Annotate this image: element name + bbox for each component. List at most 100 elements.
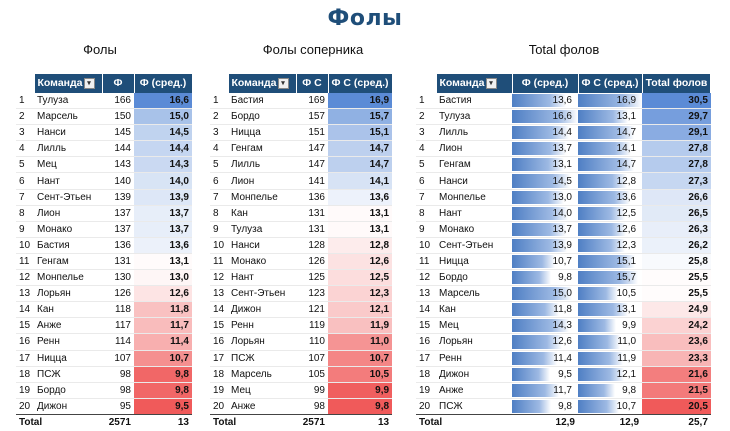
column-header-fouls-avg[interactable]: Ф (сред.) bbox=[512, 74, 579, 93]
opp-fouls-avg-bar: 13,1 bbox=[578, 302, 642, 318]
filter-dropdown-icon[interactable]: ▾ bbox=[485, 77, 497, 89]
table-row[interactable]: 17 ПСЖ 107 10,7 bbox=[210, 350, 393, 367]
filter-dropdown-icon[interactable]: ▾ bbox=[83, 77, 95, 89]
table-row[interactable]: 1 Бастия 169 16,9 bbox=[210, 93, 393, 109]
row-rank: 19 bbox=[213, 384, 225, 396]
table-row[interactable]: 5 Генгам 13,1 14,7 27,8 bbox=[416, 156, 711, 173]
opp-fouls-avg: 13,6 bbox=[328, 189, 393, 206]
table-row[interactable]: 16 Лорьян 110 11,0 bbox=[210, 333, 393, 350]
table-row[interactable]: 2 Марсель 150 15,0 bbox=[16, 108, 192, 125]
table-row[interactable]: 3 Ницца 151 15,1 bbox=[210, 124, 393, 141]
table-row[interactable]: 14 Дижон 121 12,1 bbox=[210, 301, 393, 318]
table-row[interactable]: 10 Бастия 136 13,6 bbox=[16, 237, 192, 254]
table-row[interactable]: 4 Лион 13,7 14,1 27,8 bbox=[416, 140, 711, 157]
table-row[interactable]: 7 Сент-Этьен 139 13,9 bbox=[16, 189, 192, 206]
opp-fouls-count: 147 bbox=[308, 143, 325, 155]
column-header-team[interactable]: Команда ▾ bbox=[436, 74, 513, 93]
table-row[interactable]: 16 Лорьян 12,6 11,0 23,6 bbox=[416, 333, 711, 350]
table-row[interactable]: 5 Мец 143 14,3 bbox=[16, 156, 192, 173]
table-row[interactable]: 15 Анже 117 11,7 bbox=[16, 317, 192, 334]
table-row[interactable]: 4 Лилль 144 14,4 bbox=[16, 140, 192, 157]
table-row[interactable]: 18 Дижон 9,5 12,1 21,6 bbox=[416, 366, 711, 383]
table-row[interactable]: 3 Нанси 145 14,5 bbox=[16, 124, 192, 141]
fouls-avg-bar-value: 14,3 bbox=[552, 320, 572, 332]
table-row[interactable]: 19 Мец 99 9,9 bbox=[210, 382, 393, 399]
table-row[interactable]: 11 Ницца 10,7 15,1 25,8 bbox=[416, 253, 711, 270]
table-row[interactable]: 17 Ренн 11,4 11,9 23,3 bbox=[416, 350, 711, 367]
table-row[interactable]: 13 Лорьян 126 12,6 bbox=[16, 285, 192, 302]
table-row[interactable]: 15 Ренн 119 11,9 bbox=[210, 317, 393, 334]
table-row[interactable]: 19 Анже 11,7 9,8 21,5 bbox=[416, 382, 711, 399]
table-row[interactable]: 1 Тулуза 166 16,6 bbox=[16, 93, 192, 109]
team-name: Ренн bbox=[231, 320, 254, 332]
total-fouls-value: 23,6 bbox=[642, 333, 711, 350]
column-header-opp-fouls[interactable]: Ф С bbox=[296, 74, 329, 93]
opp-fouls-count: 128 bbox=[308, 239, 325, 251]
table-row[interactable]: 16 Ренн 114 11,4 bbox=[16, 333, 192, 350]
table-row[interactable]: 10 Сент-Этьен 13,9 12,3 26,2 bbox=[416, 237, 711, 254]
table-row[interactable]: 9 Монако 137 13,7 bbox=[16, 221, 192, 238]
table-row[interactable]: 5 Лилль 147 14,7 bbox=[210, 156, 393, 173]
table-row[interactable]: 4 Генгам 147 14,7 bbox=[210, 140, 393, 157]
table-row[interactable]: 7 Монпелье 136 13,6 bbox=[210, 189, 393, 206]
fouls-avg-bar-value: 13,6 bbox=[552, 95, 572, 107]
table-row[interactable]: 8 Лион 137 13,7 bbox=[16, 205, 192, 222]
table-row[interactable]: 18 ПСЖ 98 9,8 bbox=[16, 366, 192, 383]
fouls-avg-bar-value: 9,5 bbox=[558, 368, 572, 380]
fouls-avg-bar-value: 13,9 bbox=[552, 239, 572, 251]
team-name: Монако bbox=[439, 223, 475, 235]
column-header-team[interactable]: Команда ▾ bbox=[228, 74, 297, 93]
row-rank: 11 bbox=[19, 255, 30, 267]
data-bar bbox=[578, 126, 634, 140]
table-row[interactable]: 15 Мец 14,3 9,9 24,2 bbox=[416, 317, 711, 334]
table-row[interactable]: 13 Марсель 15,0 10,5 25,5 bbox=[416, 285, 711, 302]
table-row[interactable]: 20 ПСЖ 9,8 10,7 20,5 bbox=[416, 398, 711, 415]
table-row[interactable]: 8 Нант 14,0 12,5 26,5 bbox=[416, 205, 711, 222]
column-header-opp-fouls-avg[interactable]: Ф С (сред.) bbox=[328, 74, 393, 93]
team-name: Ницца bbox=[439, 255, 469, 267]
row-rank: 19 bbox=[19, 384, 31, 396]
table-row[interactable]: 14 Кан 118 11,8 bbox=[16, 301, 192, 318]
fouls-avg-bar-value: 16,6 bbox=[552, 111, 572, 123]
total-fouls-value: 25,5 bbox=[642, 285, 711, 302]
row-rank: 12 bbox=[419, 272, 431, 284]
opp-fouls-avg: 9,8 bbox=[328, 398, 393, 415]
table-row[interactable]: 20 Анже 98 9,8 bbox=[210, 398, 393, 415]
table-row[interactable]: 13 Сент-Этьен 123 12,3 bbox=[210, 285, 393, 302]
filter-dropdown-icon[interactable]: ▾ bbox=[277, 77, 289, 89]
table-row[interactable]: 2 Тулуза 16,6 13,1 29,7 bbox=[416, 108, 711, 125]
row-rank: 8 bbox=[19, 207, 25, 219]
table-row[interactable]: 3 Лилль 14,4 14,7 29,1 bbox=[416, 124, 711, 141]
table-row[interactable]: 12 Бордо 9,8 15,7 25,5 bbox=[416, 269, 711, 286]
table-row[interactable]: 6 Нант 140 14,0 bbox=[16, 172, 192, 190]
column-header-team[interactable]: Команда ▾ bbox=[34, 74, 103, 93]
table-row[interactable]: 2 Бордо 157 15,7 bbox=[210, 108, 393, 125]
column-header-fouls[interactable]: Ф bbox=[102, 74, 135, 93]
table-row[interactable]: 17 Ницца 107 10,7 bbox=[16, 350, 192, 367]
total-fouls-sum: 25,7 bbox=[642, 413, 711, 431]
data-bar bbox=[578, 287, 618, 301]
table-row[interactable]: 8 Кан 131 13,1 bbox=[210, 205, 393, 222]
team-name: Генгам bbox=[231, 143, 263, 155]
table-row[interactable]: 1 Бастия 13,6 16,9 30,5 bbox=[416, 93, 711, 109]
table-row[interactable]: 9 Монако 13,7 12,6 26,3 bbox=[416, 221, 711, 238]
opp-fouls-avg: 14,1 bbox=[328, 172, 393, 190]
table-row[interactable]: 12 Монпелье 130 13,0 bbox=[16, 269, 192, 286]
opp-fouls-avg-bar: 12,3 bbox=[578, 237, 642, 253]
table-row[interactable]: 20 Дижон 95 9,5 bbox=[16, 398, 192, 415]
table-row[interactable]: 6 Нанси 14,5 12,8 27,3 bbox=[416, 172, 711, 190]
table-row[interactable]: 11 Генгам 131 13,1 bbox=[16, 253, 192, 270]
table-row[interactable]: 18 Марсель 105 10,5 bbox=[210, 366, 393, 383]
table-row[interactable]: 19 Бордо 98 9,8 bbox=[16, 382, 192, 399]
table-row[interactable]: 10 Нанси 128 12,8 bbox=[210, 237, 393, 254]
column-header-opp-fouls-avg[interactable]: Ф С (сред.) bbox=[578, 74, 643, 93]
column-header-fouls-avg[interactable]: Ф (сред.) bbox=[134, 74, 193, 93]
column-header-total-fouls[interactable]: Total фолов bbox=[642, 74, 712, 93]
table-row[interactable]: 11 Монако 126 12,6 bbox=[210, 253, 393, 270]
table-row[interactable]: 7 Монпелье 13,0 13,6 26,6 bbox=[416, 189, 711, 206]
table-row[interactable]: 6 Лион 141 14,1 bbox=[210, 172, 393, 190]
table-row[interactable]: 9 Тулуза 131 13,1 bbox=[210, 221, 393, 238]
table-row[interactable]: 12 Нант 125 12,5 bbox=[210, 269, 393, 286]
table-row[interactable]: 14 Кан 11,8 13,1 24,9 bbox=[416, 301, 711, 318]
opp-fouls-count: 107 bbox=[308, 352, 325, 364]
